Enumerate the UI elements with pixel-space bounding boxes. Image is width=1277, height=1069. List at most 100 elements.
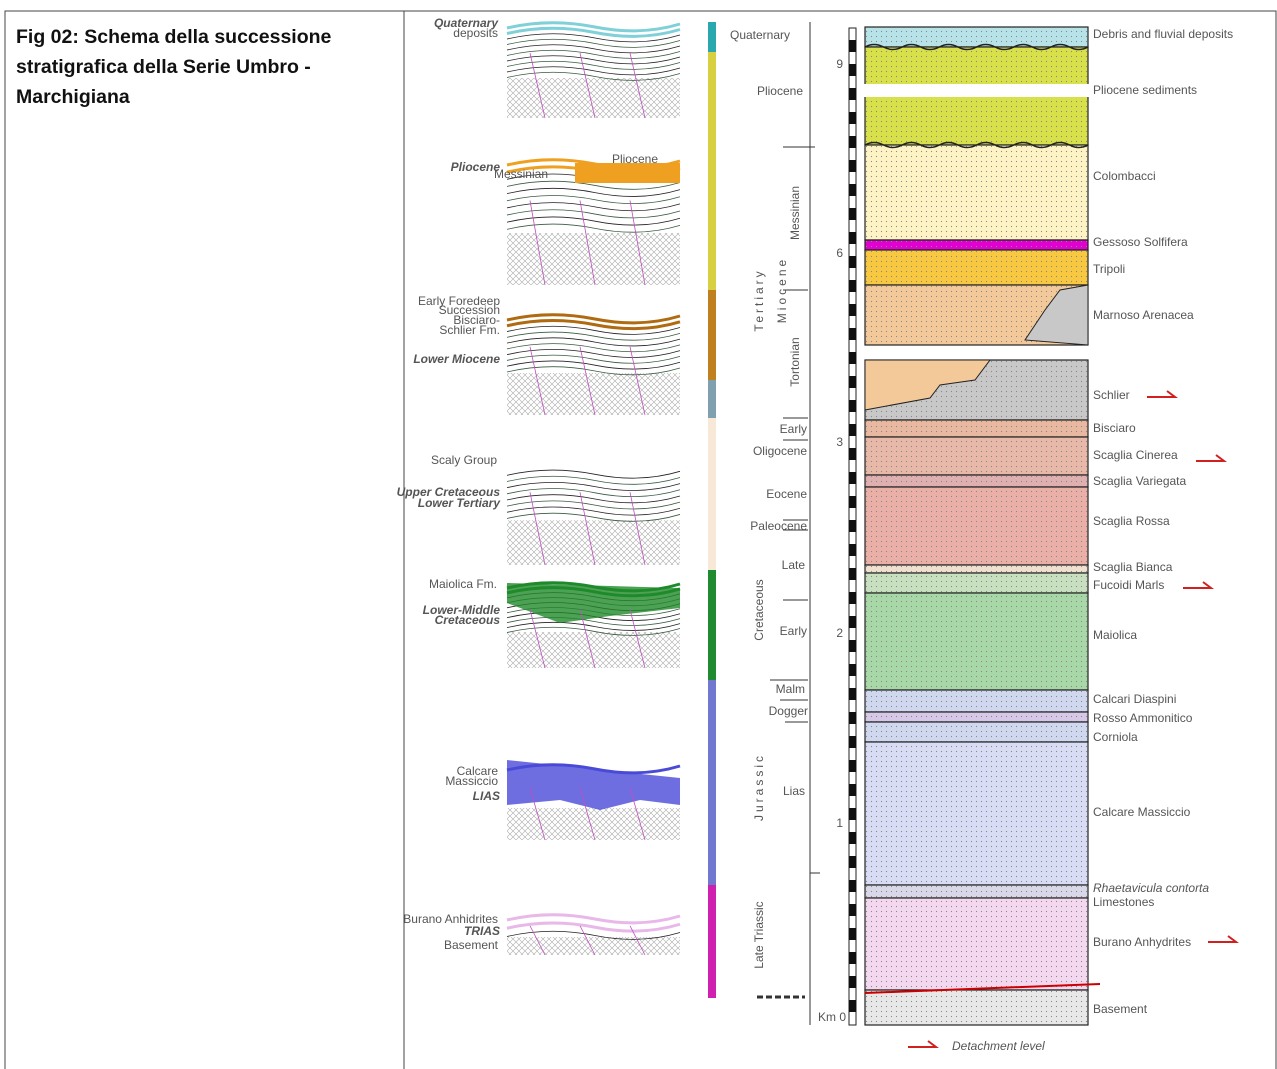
unit-label: Fucoidi Marls — [1093, 578, 1164, 592]
scale-tick — [849, 88, 856, 100]
scale-tick — [849, 784, 856, 796]
layer-texture — [865, 990, 1088, 1025]
unit-label: Pliocene sediments — [1093, 83, 1197, 97]
scale-tick — [849, 616, 856, 628]
chronology-label: Tortonian — [788, 337, 802, 386]
chronology-label: Cretaceous — [752, 579, 766, 640]
scale-tick — [849, 424, 856, 436]
sketch-label: Schlier Fm. — [439, 323, 500, 337]
chronology-label: Lias — [783, 784, 805, 798]
scale-tick — [849, 304, 856, 316]
layer-texture — [865, 475, 1088, 487]
chronology-label: Eocene — [766, 487, 807, 501]
scale-tick — [849, 280, 856, 292]
era-bar — [708, 52, 716, 290]
layer-texture — [865, 690, 1088, 712]
unit-label: Scaglia Variegata — [1093, 474, 1186, 488]
sketch-layer — [507, 188, 680, 196]
chronology-label: Late Triassic — [752, 901, 766, 968]
scale-tick — [849, 64, 856, 76]
sketch-layer — [507, 203, 680, 211]
unit-label: Marnoso Arenacea — [1093, 308, 1194, 322]
depth-label: Km 0 — [818, 1010, 846, 1024]
layer-texture — [865, 437, 1088, 475]
era-bar — [708, 380, 716, 418]
layer-texture — [865, 565, 1088, 573]
detachment-arrow — [1196, 455, 1224, 461]
sketch-label: deposits — [453, 26, 498, 40]
diagram: QuaternarydepositsPliocenePlioceneMessin… — [0, 0, 1277, 1069]
scale-tick — [849, 976, 856, 988]
chronology-label: Messinian — [788, 186, 802, 240]
sketch-label: Basement — [444, 938, 499, 952]
unit-label: Scaglia Cinerea — [1093, 448, 1178, 462]
layer-texture — [865, 885, 1088, 898]
sketch-layer — [507, 923, 680, 931]
sketch-layer — [507, 195, 680, 203]
sketch-layer — [507, 915, 680, 923]
scale-tick — [849, 40, 856, 52]
unit-label: Rosso Ammonitico — [1093, 711, 1193, 725]
sketch-label: Pliocene — [451, 160, 501, 174]
scale-tick — [849, 1000, 856, 1012]
sketch-label: Lower Miocene — [413, 352, 500, 366]
era-bar — [708, 885, 716, 998]
sketch-layer — [507, 622, 680, 630]
scale-tick — [849, 472, 856, 484]
unit-label: Colombacci — [1093, 169, 1156, 183]
sketch-label: Scaly Group — [431, 453, 497, 467]
scale-tick — [849, 328, 856, 340]
unit-label: Rhaetavicula contorta — [1093, 881, 1209, 895]
layer-texture — [865, 722, 1088, 742]
unit-label: Calcari Diaspini — [1093, 692, 1176, 706]
layer-texture — [865, 742, 1088, 885]
unit-label: Limestones — [1093, 895, 1154, 909]
sketch-layer — [507, 513, 680, 521]
scale-tick — [849, 376, 856, 388]
sketch-label: Pliocene — [612, 152, 658, 166]
era-bar — [708, 22, 716, 52]
layer-texture — [865, 250, 1088, 285]
depth-label: 1 — [836, 816, 843, 830]
scale-tick — [849, 712, 856, 724]
layer-texture — [865, 240, 1088, 250]
scale-tick — [849, 832, 856, 844]
chronology-label: Tertiary — [752, 268, 766, 331]
unit-label: Scaglia Rossa — [1093, 514, 1170, 528]
detachment-arrow — [1183, 582, 1211, 588]
scale-tick — [849, 688, 856, 700]
chronology-label: Miocene — [775, 257, 789, 323]
scale-tick — [849, 184, 856, 196]
era-bar — [708, 418, 716, 570]
unit-label: Basement — [1093, 1002, 1148, 1016]
layer-texture — [865, 145, 1088, 240]
scale-tick — [849, 664, 856, 676]
scale-tick — [849, 592, 856, 604]
scale-tick — [849, 856, 856, 868]
unit-label: Scaglia Bianca — [1093, 560, 1173, 574]
sketch-label: Lower Tertiary — [418, 496, 502, 510]
scale-tick — [849, 544, 856, 556]
scale-tick — [849, 640, 856, 652]
detachment-arrow — [1208, 936, 1236, 942]
scale-tick — [849, 208, 856, 220]
depth-label: 3 — [836, 435, 843, 449]
chronology-label: Oligocene — [753, 444, 807, 458]
scale-tick — [849, 952, 856, 964]
chronology-label: Paleocene — [750, 519, 807, 533]
unit-label: Burano Anhydrites — [1093, 935, 1191, 949]
scale-tick — [849, 256, 856, 268]
chronology-label: Early — [780, 624, 807, 638]
scale-tick — [849, 928, 856, 940]
sketch-label: Messinian — [494, 167, 548, 181]
layer-texture — [865, 487, 1088, 565]
scale-tick — [849, 880, 856, 892]
unit-label: Corniola — [1093, 730, 1138, 744]
chronology-label: Malm — [776, 682, 805, 696]
sketch-label: Cretaceous — [435, 613, 501, 627]
scale-tick — [849, 760, 856, 772]
legend-label: Detachment level — [952, 1039, 1045, 1053]
chronology-label: Early — [780, 422, 807, 436]
scale-tick — [849, 568, 856, 580]
era-bar — [708, 680, 716, 885]
